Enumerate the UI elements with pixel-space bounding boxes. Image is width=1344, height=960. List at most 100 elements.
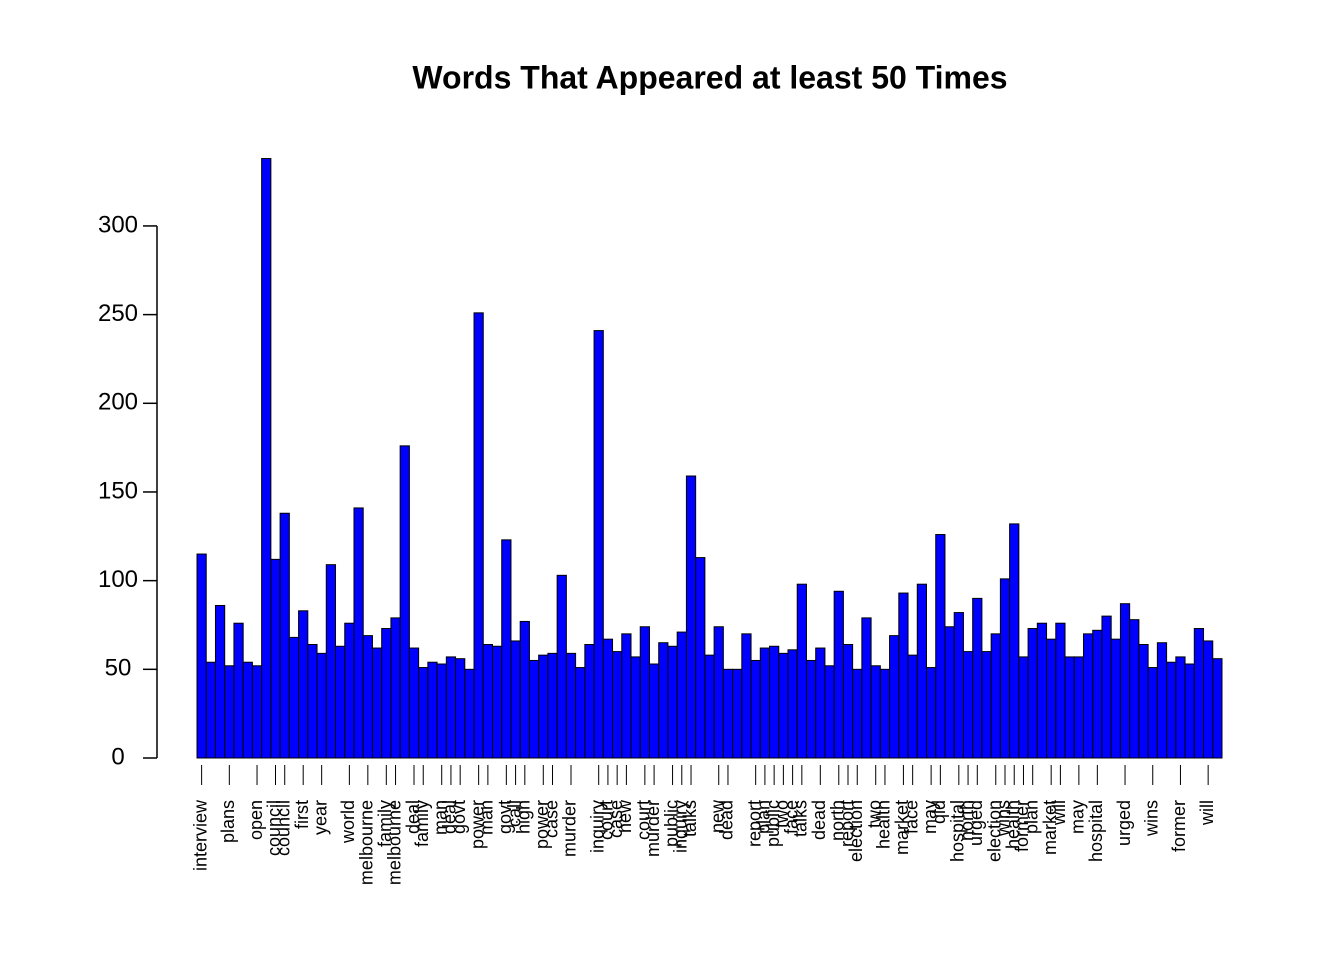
bar [371, 647, 383, 759]
x-tick-label: wins [994, 800, 1014, 837]
x-tick-label: new [707, 799, 727, 833]
x-tick-label: interview [190, 799, 210, 871]
bar [214, 604, 226, 759]
bar [1129, 619, 1140, 759]
bar [1166, 661, 1177, 759]
chart-title: Words That Appeared at least 50 Times [412, 59, 1007, 95]
bar [1184, 663, 1195, 759]
bar [1175, 656, 1186, 759]
bar [427, 661, 438, 759]
bar [944, 626, 955, 759]
x-tick-label: inquiry [587, 800, 607, 853]
bar [612, 651, 623, 759]
x-tick-label: court [634, 800, 654, 840]
bar [889, 635, 900, 759]
bar [205, 661, 216, 759]
x-tick-label: will [1197, 800, 1217, 826]
x-tick-label: new [615, 799, 635, 833]
bar [1147, 667, 1158, 759]
bar [1203, 640, 1214, 759]
bar [999, 578, 1011, 759]
bar [298, 610, 309, 759]
bar [842, 643, 854, 759]
bar [870, 665, 881, 759]
bar [325, 564, 337, 759]
x-tick-label: council [273, 800, 293, 856]
bar [962, 651, 974, 759]
x-tick-label: murder [643, 800, 663, 857]
bar [1138, 643, 1149, 759]
x-tick-label: council [264, 800, 284, 856]
x-tick-label: power [467, 800, 487, 849]
x-tick-label: two [772, 800, 792, 828]
x-tick-label: case [606, 800, 626, 838]
bar [769, 645, 780, 759]
bar [390, 617, 401, 759]
x-tick-label: report [837, 800, 857, 847]
bar [538, 654, 549, 759]
y-tick-label: 250 [98, 300, 138, 327]
x-tick-label: market [1040, 800, 1060, 855]
bar [1009, 523, 1020, 759]
bar [482, 643, 493, 759]
x-tick-label: wins [1141, 800, 1161, 837]
x-tick-label: man [477, 800, 497, 835]
bar [852, 668, 863, 759]
bar [528, 659, 540, 759]
x-tick-label: public [661, 800, 681, 847]
x-tick-label: two [864, 800, 884, 828]
x-tick-label: will [1049, 800, 1069, 826]
x-tick-label: plans [218, 800, 238, 843]
bar [1101, 615, 1112, 759]
x-tick-label: govt [449, 800, 469, 834]
bar [898, 592, 909, 759]
bar [1055, 622, 1066, 759]
bar [713, 626, 724, 759]
bar [279, 512, 290, 759]
x-tick-label: urged [966, 800, 986, 846]
x-tick-label: call [504, 800, 524, 827]
y-tick-label: 150 [98, 477, 138, 504]
x-tick-label: may [1068, 800, 1088, 834]
bar [1092, 629, 1103, 759]
y-tick-label: 200 [98, 389, 138, 416]
x-tick-label: plan [754, 800, 774, 834]
x-tick-label: health [874, 800, 894, 849]
bar [473, 312, 484, 759]
bar [602, 638, 614, 759]
bar [695, 557, 706, 759]
y-tick-label: 300 [98, 211, 138, 238]
x-tick-label: hospital [1086, 800, 1106, 862]
bar [796, 583, 807, 759]
bar [288, 636, 300, 759]
x-tick-label: open [246, 800, 266, 840]
bar [464, 668, 475, 759]
x-tick-label: dead [809, 800, 829, 840]
x-tick-label: market [892, 800, 912, 855]
x-tick-label: north [957, 800, 977, 841]
bar [926, 667, 937, 759]
y-tick-label: 100 [98, 566, 138, 593]
x-tick-label: inquiry [671, 800, 691, 853]
bar [824, 665, 835, 759]
x-tick-label: report [744, 800, 764, 847]
bar [1156, 642, 1168, 759]
bar [408, 647, 420, 759]
bar [972, 597, 983, 759]
bar [556, 574, 567, 759]
bar [547, 652, 558, 759]
bar [565, 652, 577, 759]
x-tick-label: former [1169, 800, 1189, 852]
x-tick-label: face [781, 800, 801, 834]
bar [935, 534, 946, 759]
bar [1193, 628, 1205, 759]
x-tick-label: man [430, 800, 450, 835]
bar [1046, 638, 1057, 759]
bar [732, 668, 743, 759]
bar [270, 558, 281, 759]
bar [667, 645, 678, 759]
bar [501, 539, 512, 759]
bar [861, 617, 872, 759]
bar [953, 612, 964, 759]
x-tick-label: deal [440, 800, 460, 834]
